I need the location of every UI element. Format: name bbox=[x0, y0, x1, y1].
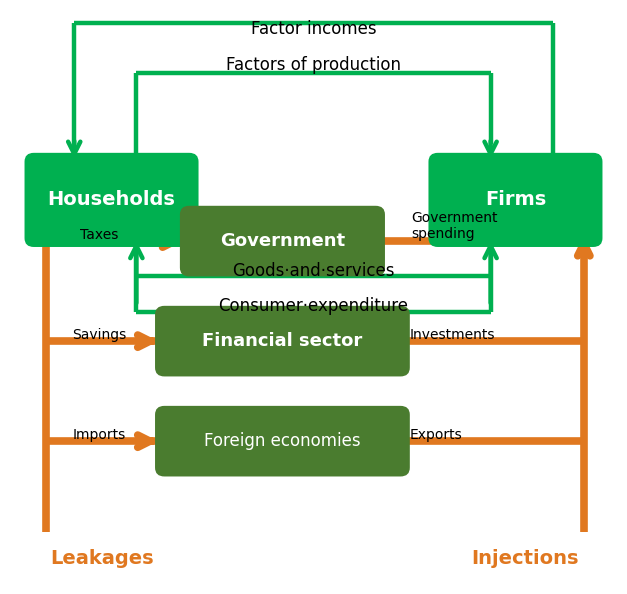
FancyBboxPatch shape bbox=[180, 206, 385, 276]
Text: Taxes: Taxes bbox=[80, 228, 119, 242]
FancyBboxPatch shape bbox=[155, 306, 410, 377]
Text: Leakages: Leakages bbox=[50, 549, 154, 568]
Text: Foreign economies: Foreign economies bbox=[204, 432, 361, 450]
Text: Financial sector: Financial sector bbox=[203, 332, 362, 350]
Text: Injections: Injections bbox=[471, 549, 579, 568]
Text: Goods·and·services: Goods·and·services bbox=[232, 261, 395, 280]
Text: Households: Households bbox=[48, 191, 176, 210]
FancyBboxPatch shape bbox=[428, 153, 603, 247]
Text: Imports: Imports bbox=[73, 428, 126, 443]
Text: Government
spending: Government spending bbox=[412, 211, 498, 242]
FancyBboxPatch shape bbox=[155, 406, 410, 476]
Text: Savings: Savings bbox=[72, 328, 126, 342]
Text: Factors of production: Factors of production bbox=[226, 56, 401, 74]
Text: Investments: Investments bbox=[410, 328, 495, 342]
Text: Government: Government bbox=[220, 232, 345, 250]
Text: Factor incomes: Factor incomes bbox=[251, 20, 376, 38]
Text: Exports: Exports bbox=[410, 428, 463, 443]
Text: Consumer·expenditure: Consumer·expenditure bbox=[218, 298, 409, 315]
Text: Firms: Firms bbox=[485, 191, 546, 210]
FancyBboxPatch shape bbox=[24, 153, 199, 247]
